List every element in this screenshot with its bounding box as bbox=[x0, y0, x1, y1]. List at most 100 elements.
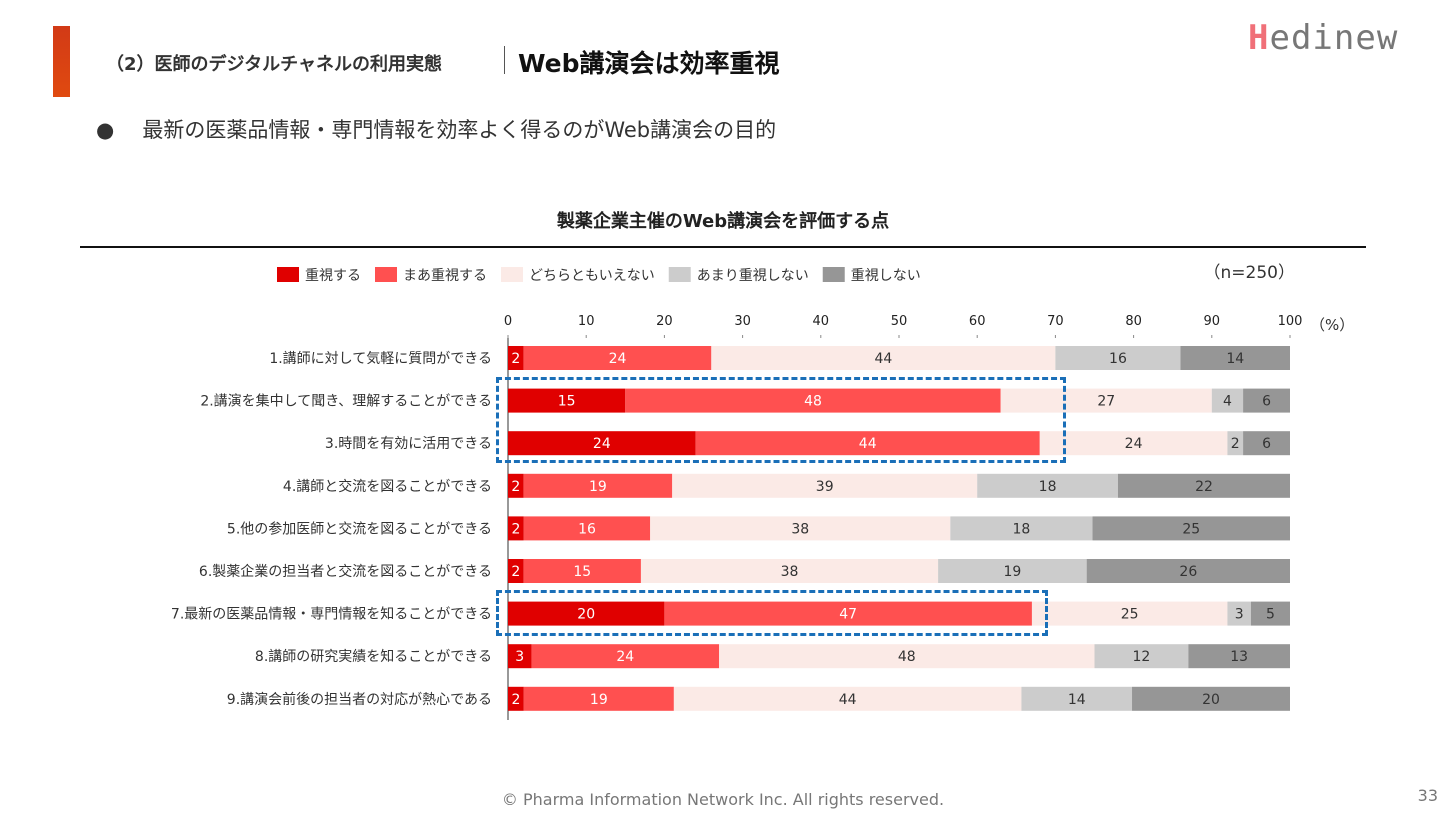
bar-segment bbox=[523, 473, 673, 498]
bar-segment bbox=[1132, 686, 1290, 711]
bar-segment bbox=[977, 473, 1118, 498]
legend-label: どちらともいえない bbox=[529, 268, 655, 284]
data-label: 26 bbox=[1179, 564, 1197, 580]
legend-label: 重視する bbox=[305, 268, 361, 284]
bar-segment bbox=[523, 346, 712, 370]
bar-segment bbox=[1117, 473, 1290, 498]
data-label: 2 bbox=[511, 351, 520, 367]
data-label: 25 bbox=[1182, 521, 1200, 537]
data-label: 27 bbox=[1097, 394, 1115, 410]
bar-segment bbox=[1031, 601, 1228, 626]
title-divider bbox=[504, 46, 505, 74]
bar-segment bbox=[508, 473, 524, 498]
data-label: 24 bbox=[609, 351, 627, 367]
bar-segment bbox=[1227, 601, 1251, 626]
page-number: 33 bbox=[1417, 786, 1438, 805]
legend-label: 重視しない bbox=[851, 268, 921, 284]
x-tick-label: 90 bbox=[1204, 314, 1221, 329]
data-label: 16 bbox=[578, 521, 596, 537]
bullet-text: 最新の医薬品情報・専門情報を効率よく得るのがWeb講演会の目的 bbox=[142, 118, 777, 142]
data-label: 18 bbox=[1013, 521, 1031, 537]
data-label: 6 bbox=[1262, 436, 1271, 452]
data-label: 22 bbox=[1195, 479, 1213, 495]
x-tick-label: 0 bbox=[504, 314, 512, 329]
data-label: 14 bbox=[1068, 692, 1086, 708]
bar-segment bbox=[508, 559, 524, 583]
section-title: （2）医師のデジタルチャネルの利用実態 bbox=[106, 54, 442, 75]
bar-segment bbox=[719, 644, 1095, 669]
data-label: 18 bbox=[1039, 479, 1057, 495]
bar-segment bbox=[950, 516, 1093, 541]
data-label: 38 bbox=[791, 521, 809, 537]
data-label: 20 bbox=[1202, 692, 1220, 708]
bar-segment bbox=[938, 559, 1087, 583]
data-label: 4 bbox=[1223, 394, 1232, 410]
category-label: 4.講師と交流を図ることができる bbox=[283, 478, 492, 495]
bar-segment bbox=[625, 388, 1001, 413]
sample-size-note: （n=250） bbox=[1204, 263, 1295, 283]
data-label: 2 bbox=[511, 692, 520, 708]
bar-segment bbox=[1243, 388, 1290, 413]
page-title: Web講演会は効率重視 bbox=[518, 49, 780, 78]
data-label: 6 bbox=[1262, 394, 1271, 410]
category-label: 6.製薬企業の担当者と交流を図ることができる bbox=[199, 563, 492, 580]
bar-segment bbox=[523, 686, 674, 711]
legend-swatch bbox=[822, 267, 845, 282]
bar-segment bbox=[1021, 686, 1133, 711]
bar-segment bbox=[1243, 431, 1290, 456]
unit-label: （%） bbox=[1310, 316, 1354, 334]
legend-swatch bbox=[668, 267, 691, 282]
legend-label: あまり重視しない bbox=[697, 268, 809, 284]
bar-segment bbox=[673, 686, 1022, 711]
data-label: 44 bbox=[859, 436, 877, 452]
x-tick-label: 70 bbox=[1047, 314, 1064, 329]
data-label: 2 bbox=[1231, 436, 1240, 452]
bar-segment bbox=[640, 559, 939, 583]
data-label: 48 bbox=[898, 649, 916, 665]
data-label: 44 bbox=[874, 351, 892, 367]
data-label: 3 bbox=[1235, 607, 1244, 623]
data-label: 5 bbox=[1266, 607, 1275, 623]
medinew-logo: Hedinew bbox=[1248, 18, 1399, 58]
data-label: 3 bbox=[515, 649, 524, 665]
category-label: 2.講演を集中して聞き、理解することができる bbox=[200, 393, 492, 410]
x-tick-label: 100 bbox=[1278, 314, 1303, 329]
legend-label: まあ重視する bbox=[403, 268, 487, 284]
data-label: 24 bbox=[616, 649, 634, 665]
bar-segment bbox=[1086, 559, 1290, 583]
category-label: 9.講演会前後の担当者の対応が熱心である bbox=[227, 691, 492, 708]
data-label: 14 bbox=[1226, 351, 1244, 367]
data-label: 47 bbox=[839, 607, 857, 623]
bar-segment bbox=[508, 601, 665, 626]
bar-segment bbox=[1094, 644, 1189, 669]
chart-title: 製薬企業主催のWeb講演会を評価する点 bbox=[556, 211, 890, 232]
legend-swatch bbox=[501, 267, 523, 282]
data-label: 16 bbox=[1109, 351, 1127, 367]
data-label: 15 bbox=[573, 564, 591, 580]
data-label: 44 bbox=[839, 692, 857, 708]
category-label: 1.講師に対して気軽に質問ができる bbox=[269, 351, 492, 367]
x-tick-label: 50 bbox=[891, 314, 908, 329]
bar-segment bbox=[1039, 431, 1228, 456]
data-label: 38 bbox=[781, 564, 799, 580]
bar-segment bbox=[1227, 431, 1244, 456]
data-label: 12 bbox=[1133, 649, 1151, 665]
x-tick-label: 10 bbox=[578, 314, 595, 329]
bar-segment bbox=[1180, 346, 1290, 370]
bar-segment bbox=[695, 431, 1040, 456]
category-label: 5.他の参加医師と交流を図ることができる bbox=[227, 520, 492, 537]
accent-bar bbox=[53, 26, 70, 97]
data-label: 20 bbox=[577, 607, 595, 623]
data-label: 24 bbox=[1125, 436, 1143, 452]
x-tick-label: 30 bbox=[734, 314, 751, 329]
category-label: 7.最新の医薬品情報・専門情報を知ることができる bbox=[171, 606, 492, 623]
bar-segment bbox=[531, 644, 720, 669]
x-tick-label: 40 bbox=[813, 314, 830, 329]
data-label: 15 bbox=[558, 394, 576, 410]
data-label: 13 bbox=[1230, 649, 1248, 665]
title-rule bbox=[80, 246, 1366, 248]
data-label: 2 bbox=[511, 479, 520, 495]
bar-segment bbox=[1092, 516, 1290, 541]
bar-segment bbox=[1188, 644, 1290, 669]
category-label: 3.時間を有効に活用できる bbox=[325, 436, 492, 452]
